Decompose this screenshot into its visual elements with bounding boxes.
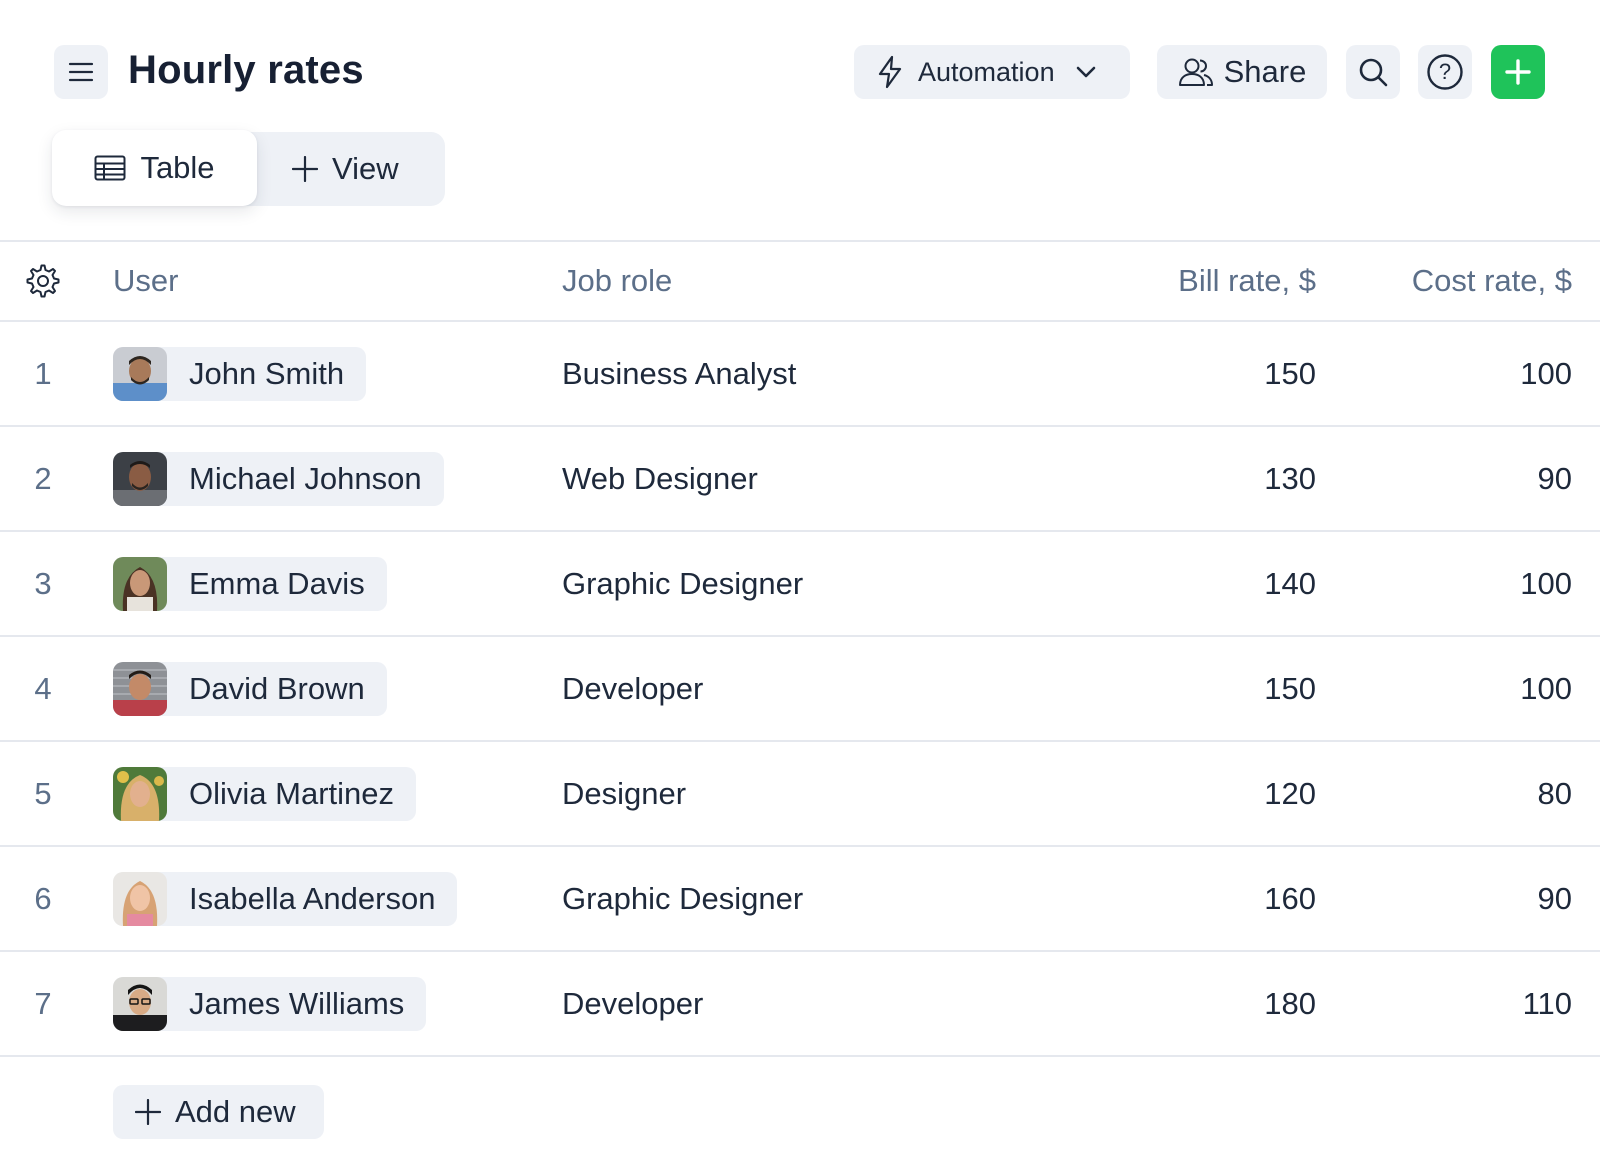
- table-row[interactable]: 5 Olivia Martinez Designer 120 80: [0, 742, 1600, 847]
- avatar: [113, 976, 167, 1031]
- user-chip[interactable]: Michael Johnson: [113, 451, 444, 506]
- user-chip[interactable]: Isabella Anderson: [113, 871, 458, 926]
- bill-rate[interactable]: 130: [1264, 460, 1316, 496]
- table-row[interactable]: 2 Michael Johnson Web Designer 130 90: [0, 427, 1600, 532]
- user-name: Michael Johnson: [189, 460, 422, 496]
- table-row[interactable]: 4 David Brown Developer 150 100: [0, 637, 1600, 742]
- job-role[interactable]: Developer: [562, 670, 704, 706]
- row-index: 7: [34, 985, 52, 1021]
- avatar: [113, 766, 167, 821]
- search-button[interactable]: [1346, 45, 1400, 99]
- add-new-label: Add new: [175, 1094, 296, 1129]
- page-title: Hourly rates: [128, 48, 364, 92]
- plus-icon: [135, 1099, 161, 1125]
- user-name: James Williams: [189, 985, 405, 1021]
- column-header-user[interactable]: User: [113, 263, 179, 298]
- job-role[interactable]: Graphic Designer: [562, 565, 804, 601]
- row-index: 6: [34, 880, 52, 916]
- automation-label: Automation: [918, 56, 1055, 87]
- cost-rate[interactable]: 80: [1537, 775, 1572, 811]
- bill-rate[interactable]: 150: [1264, 355, 1316, 391]
- chevron-down-icon: [1076, 66, 1095, 78]
- view-tabs: Table View: [52, 130, 445, 206]
- user-chip[interactable]: David Brown: [113, 661, 387, 716]
- cost-rate[interactable]: 100: [1520, 355, 1572, 391]
- help-button[interactable]: ?: [1418, 45, 1472, 99]
- cost-rate[interactable]: 90: [1537, 460, 1572, 496]
- table-settings-button[interactable]: [22, 242, 64, 320]
- plus-icon: [292, 156, 318, 182]
- rates-table: User Job role Bill rate, $ Cost rate, $ …: [0, 240, 1600, 1057]
- table-icon: [94, 155, 126, 181]
- table-row[interactable]: 1 John Smith Business Analyst 150 100: [0, 322, 1600, 427]
- job-role[interactable]: Developer: [562, 985, 704, 1021]
- user-chip[interactable]: John Smith: [113, 346, 367, 401]
- column-header-job-role[interactable]: Job role: [562, 263, 673, 298]
- avatar: [113, 556, 167, 611]
- cost-rate[interactable]: 100: [1520, 565, 1572, 601]
- svg-text:?: ?: [1439, 59, 1451, 84]
- bill-rate[interactable]: 160: [1264, 880, 1316, 916]
- user-name: Isabella Anderson: [189, 880, 436, 916]
- users-icon: [1178, 58, 1213, 86]
- user-chip[interactable]: Emma Davis: [113, 556, 387, 611]
- user-name: John Smith: [189, 355, 345, 391]
- user-name: Emma Davis: [189, 565, 365, 601]
- avatar: [113, 871, 167, 926]
- avatar: [113, 346, 167, 401]
- row-index: 2: [34, 460, 52, 496]
- cost-rate[interactable]: 90: [1537, 880, 1572, 916]
- create-button[interactable]: [1491, 45, 1545, 99]
- user-chip[interactable]: Olivia Martinez: [113, 766, 416, 821]
- bill-rate[interactable]: 180: [1264, 985, 1316, 1021]
- header: Hourly rates Automation Share ?: [0, 0, 1600, 130]
- automation-button[interactable]: Automation: [854, 45, 1130, 99]
- plus-icon: [1505, 59, 1531, 85]
- cost-rate[interactable]: 100: [1520, 670, 1572, 706]
- job-role[interactable]: Graphic Designer: [562, 880, 804, 916]
- menu-button[interactable]: [54, 45, 108, 99]
- tab-table[interactable]: Table: [52, 130, 257, 206]
- share-label: Share: [1223, 54, 1307, 89]
- column-header-cost-rate[interactable]: Cost rate, $: [1411, 263, 1572, 298]
- job-role[interactable]: Web Designer: [562, 460, 758, 496]
- user-name: David Brown: [189, 670, 365, 706]
- menu-icon: [68, 62, 94, 82]
- cost-rate[interactable]: 110: [1522, 985, 1572, 1021]
- tab-table-label: Table: [140, 150, 215, 185]
- bill-rate[interactable]: 140: [1264, 565, 1316, 601]
- avatar: [113, 451, 167, 506]
- table-row[interactable]: 6 Isabella Anderson Graphic Designer 160…: [0, 847, 1600, 952]
- column-header-bill-rate[interactable]: Bill rate, $: [1178, 263, 1316, 298]
- job-role[interactable]: Business Analyst: [562, 355, 797, 391]
- table-header-row: User Job role Bill rate, $ Cost rate, $: [0, 240, 1600, 322]
- job-role[interactable]: Designer: [562, 775, 687, 811]
- share-button[interactable]: Share: [1157, 45, 1327, 99]
- search-icon: [1359, 58, 1388, 87]
- add-view-label: View: [332, 151, 399, 186]
- avatar: [113, 661, 167, 716]
- add-view-tab[interactable]: View: [292, 132, 399, 206]
- user-chip[interactable]: James Williams: [113, 976, 427, 1031]
- row-index: 5: [34, 775, 52, 811]
- user-name: Olivia Martinez: [189, 775, 394, 811]
- lightning-icon: [878, 55, 902, 89]
- table-row[interactable]: 7 James Williams Developer 180 110: [0, 952, 1600, 1057]
- bill-rate[interactable]: 120: [1264, 775, 1316, 811]
- row-index: 4: [34, 670, 52, 706]
- help-icon: ?: [1427, 54, 1463, 90]
- row-index: 1: [34, 355, 52, 391]
- gear-icon: [26, 264, 60, 298]
- row-index: 3: [34, 565, 52, 601]
- bill-rate[interactable]: 150: [1264, 670, 1316, 706]
- add-new-button[interactable]: Add new: [113, 1085, 324, 1139]
- table-row[interactable]: 3 Emma Davis Graphic Designer 140 100: [0, 532, 1600, 637]
